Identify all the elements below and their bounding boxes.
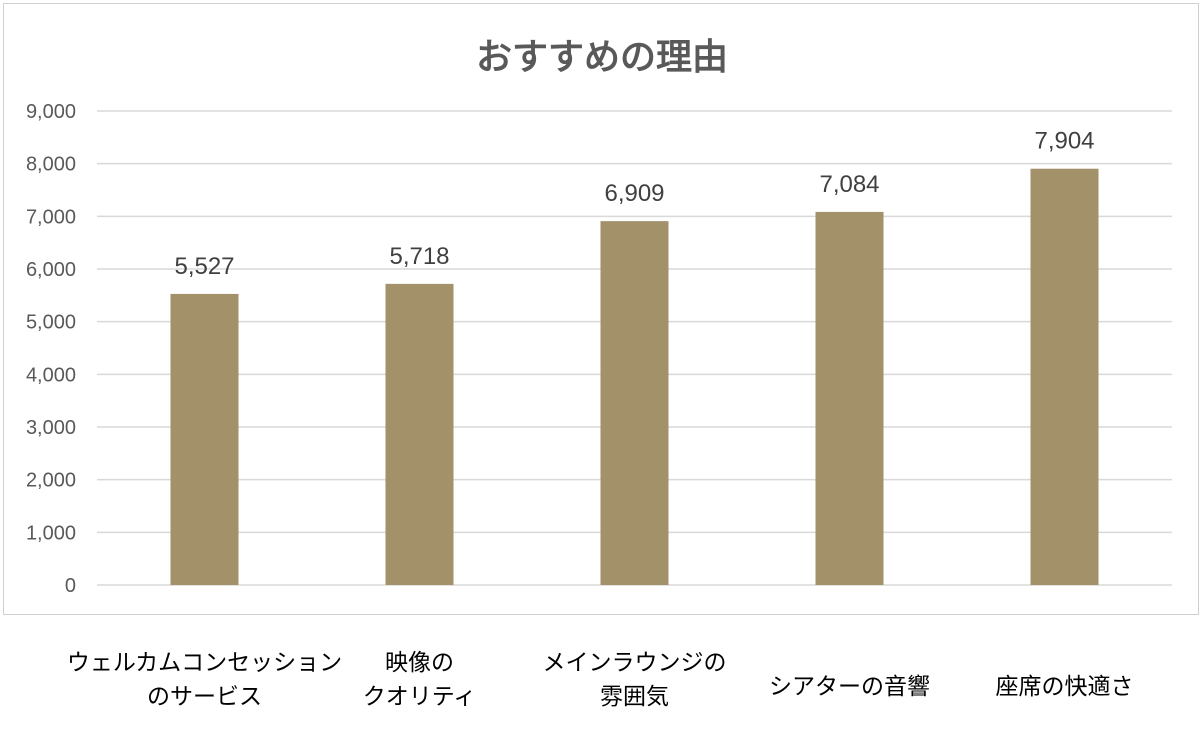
y-tick-label: 4,000 — [26, 364, 76, 386]
x-category-label: 映像の — [385, 650, 454, 676]
bar — [600, 221, 669, 585]
x-category-label: シアターの音響 — [769, 674, 930, 700]
y-tick-label: 9,000 — [26, 101, 76, 123]
data-label: 7,904 — [1034, 128, 1094, 155]
y-tick-label: 3,000 — [26, 417, 76, 439]
y-tick-label: 0 — [65, 575, 76, 597]
data-label: 5,527 — [174, 253, 234, 280]
x-category-label: 座席の快適さ — [996, 674, 1134, 700]
bar — [170, 293, 239, 585]
x-category-label: メインラウンジの — [543, 650, 727, 676]
bar — [385, 283, 454, 585]
y-tick-label: 1,000 — [26, 522, 76, 544]
x-category-label: 雰囲気 — [600, 684, 669, 710]
data-label: 6,909 — [604, 180, 664, 207]
bar — [1030, 168, 1099, 586]
y-tick-label: 8,000 — [26, 154, 76, 176]
y-tick-label: 5,000 — [26, 312, 76, 334]
x-category-label: ウェルカムコンセッション — [67, 650, 342, 676]
y-tick-label: 7,000 — [26, 206, 76, 228]
chart-title: おすすめの理由 — [475, 37, 728, 78]
x-category-label: クオリティ — [363, 684, 477, 710]
data-label: 5,718 — [389, 243, 449, 270]
y-tick-label: 6,000 — [26, 259, 76, 281]
x-category-label: のサービス — [147, 684, 262, 710]
bar — [815, 211, 884, 585]
data-label: 7,084 — [819, 171, 879, 198]
y-tick-label: 2,000 — [26, 470, 76, 492]
